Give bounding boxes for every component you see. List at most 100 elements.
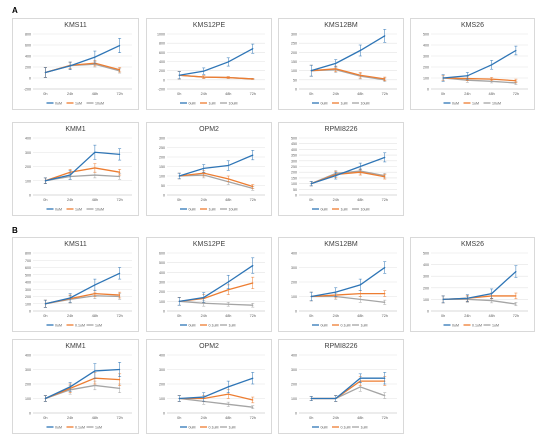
x-tick-label: 72h (116, 314, 122, 318)
chart-title: KMS26 (461, 241, 484, 248)
chart-title: KMM1 (65, 126, 86, 133)
legend-label: 0uM (321, 425, 328, 429)
y-tick-label: 200 (423, 286, 429, 290)
series-0uM (43, 362, 122, 402)
data-point (69, 174, 71, 176)
legend-label: 10uM (492, 101, 501, 105)
series-line (443, 271, 517, 301)
legend-item: 10uM (352, 101, 370, 105)
series-0uM (177, 372, 255, 402)
x-tick-label: 72h (382, 198, 388, 202)
x-tick-label: 48h (357, 198, 363, 202)
legend-label: 0.1uM (209, 425, 219, 429)
data-point (384, 156, 386, 158)
x-tick-label: 72h (116, 198, 122, 202)
legend-item: 1uM (463, 101, 479, 105)
legend-item: 0.1uM (200, 323, 219, 327)
data-point (310, 295, 312, 298)
data-point (466, 75, 468, 77)
series-line (179, 48, 254, 76)
chart-svg: 0 100 200 300 400 0h 24h 48h 72h 0uM 0.1uM 1uM (291, 354, 397, 429)
chart-svg: 0 50 100 150 200 250 300 0h 24h 48h 72h 0uM 1uM 10uM (159, 137, 265, 211)
data-point (119, 175, 121, 178)
data-point (178, 300, 180, 302)
legend-item: 1uM (352, 425, 368, 429)
y-tick-label: 200 (291, 171, 297, 175)
x-tick-label: 0h (309, 416, 313, 420)
x-tick-label: 48h (357, 92, 363, 96)
data-point (203, 172, 205, 174)
chart-title: KMS11 (64, 241, 87, 248)
chart-b-kms12bm: KMS12BM 0 100 200 300 400 0h 24h 48h 72h 0uM 0.1uM 1… (278, 237, 404, 332)
x-tick-label: 72h (250, 314, 256, 318)
x-tick-label: 72h (250, 416, 256, 420)
y-tick-label: 600 (159, 252, 165, 256)
chart-title: RPMI8226 (324, 126, 358, 133)
legend-item: 0uM (46, 207, 62, 211)
series-line (45, 295, 120, 305)
data-point (335, 397, 337, 400)
data-point (94, 284, 96, 286)
data-point (491, 299, 493, 302)
x-tick-label: 0h (43, 92, 47, 96)
x-tick-label: 0h (43, 314, 47, 318)
y-tick-label: 0 (295, 194, 297, 198)
chart-title: KMM1 (65, 343, 86, 350)
data-point (515, 295, 517, 297)
data-point (227, 178, 229, 180)
chart-svg: -200 0 200 400 600 800 0h 24h 48h 72h 0uM 1uM 10uM (24, 33, 132, 105)
y-tick-label: 100 (291, 295, 297, 299)
y-tick-label: 250 (291, 42, 297, 46)
legend-label: 1uM (75, 207, 82, 211)
y-tick-label: 500 (291, 137, 297, 141)
data-point (203, 396, 205, 398)
data-point (359, 298, 361, 300)
series-0.1uM (441, 292, 518, 304)
series-1uM (43, 60, 122, 78)
y-tick-label: 400 (423, 44, 429, 48)
y-tick-label: 450 (291, 142, 297, 146)
legend-item: 0.1uM (332, 425, 351, 429)
legend-item: 10uM (483, 101, 501, 105)
data-point (384, 266, 386, 269)
legend-label: 0.1uM (341, 425, 351, 429)
chart-a-kms12bm: KMS12BM 0 50 100 150 200 250 300 0h 24h 48h 72h 0uM 1… (278, 18, 404, 110)
legend-item: 0.1uM (66, 425, 85, 429)
data-point (359, 284, 361, 286)
x-tick-label: 0h (177, 198, 181, 202)
y-tick-label: 500 (423, 252, 429, 256)
data-point (252, 78, 254, 80)
y-tick-label: 50 (293, 188, 297, 192)
y-tick-label: 50 (161, 184, 165, 188)
series-line (45, 167, 120, 182)
data-point (442, 298, 444, 300)
legend-item: 0uM (180, 101, 196, 105)
y-tick-label: 200 (159, 383, 165, 387)
x-tick-label: 0h (177, 92, 181, 96)
data-point (491, 293, 493, 295)
legend-label: 10uM (95, 207, 104, 211)
legend-item: 10uM (220, 207, 238, 211)
data-point (310, 70, 312, 72)
data-point (359, 74, 361, 76)
series-0uM (309, 372, 387, 402)
legend-item: 0uM (46, 425, 62, 429)
legend-label: 1uM (361, 425, 368, 429)
series-line (311, 295, 385, 303)
legend-label: 0uM (55, 425, 62, 429)
y-tick-label: 400 (423, 263, 429, 267)
legend-label: 1uM (341, 207, 348, 211)
legend-item: 0uM (312, 101, 328, 105)
legend-label: 0.1uM (75, 425, 85, 429)
legend-label: 0uM (189, 425, 196, 429)
data-point (384, 395, 386, 397)
series-line (45, 174, 120, 182)
y-tick-label: 150 (159, 165, 165, 169)
data-point (227, 164, 229, 167)
y-tick-label: 100 (159, 175, 165, 179)
series-0uM (43, 267, 122, 308)
data-point (515, 270, 517, 273)
y-tick-label: 300 (25, 288, 31, 292)
x-tick-label: 48h (92, 416, 98, 420)
series-0uM (441, 265, 518, 304)
